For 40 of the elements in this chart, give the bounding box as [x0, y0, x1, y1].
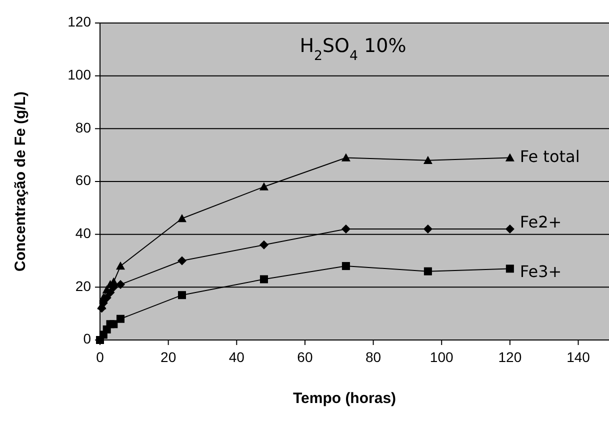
point [424, 267, 432, 276]
x-tick-label: 120 [498, 349, 522, 365]
point [177, 256, 186, 266]
text: H$_{2}$SO$_{4}$ 10% [300, 35, 406, 64]
x-tick-label: 40 [228, 349, 245, 365]
point [106, 288, 115, 297]
point [342, 262, 350, 270]
x-tick-label: 140 [566, 349, 590, 365]
y-tick-label: 100 [68, 66, 92, 83]
point [341, 224, 350, 234]
y-tick-label: 80 [75, 119, 92, 136]
x-tick-label: 100 [430, 349, 454, 365]
point [260, 275, 268, 284]
point [505, 153, 514, 162]
y-tick-label: 40 [75, 225, 92, 242]
point [116, 262, 125, 270]
y-tick-label: 0 [83, 330, 92, 347]
x-tick-label: 0 [96, 349, 104, 365]
point [259, 182, 268, 190]
y-tick-label: 60 [75, 172, 92, 188]
x-tick-label: 80 [366, 349, 382, 365]
point [506, 264, 514, 273]
x-tick-label: 20 [160, 349, 176, 365]
series-label: Fe2+ [520, 212, 562, 232]
point [177, 214, 186, 222]
y-tick-label: 20 [75, 278, 92, 294]
point [259, 240, 268, 250]
point [178, 291, 186, 300]
y-tick-label: 120 [68, 14, 92, 30]
point [341, 153, 350, 162]
point [505, 224, 514, 234]
x-axis-title: Tempo (horas) [292, 390, 396, 407]
point [423, 224, 432, 234]
series-label: Fe total [520, 147, 580, 166]
x-tick-label: 60 [297, 349, 313, 365]
point [423, 156, 432, 164]
y-axis-title: Concentração de Fe (g/L) [12, 91, 29, 272]
point [110, 320, 118, 328]
series-label: Fe3+ [520, 262, 562, 282]
point [116, 314, 124, 323]
